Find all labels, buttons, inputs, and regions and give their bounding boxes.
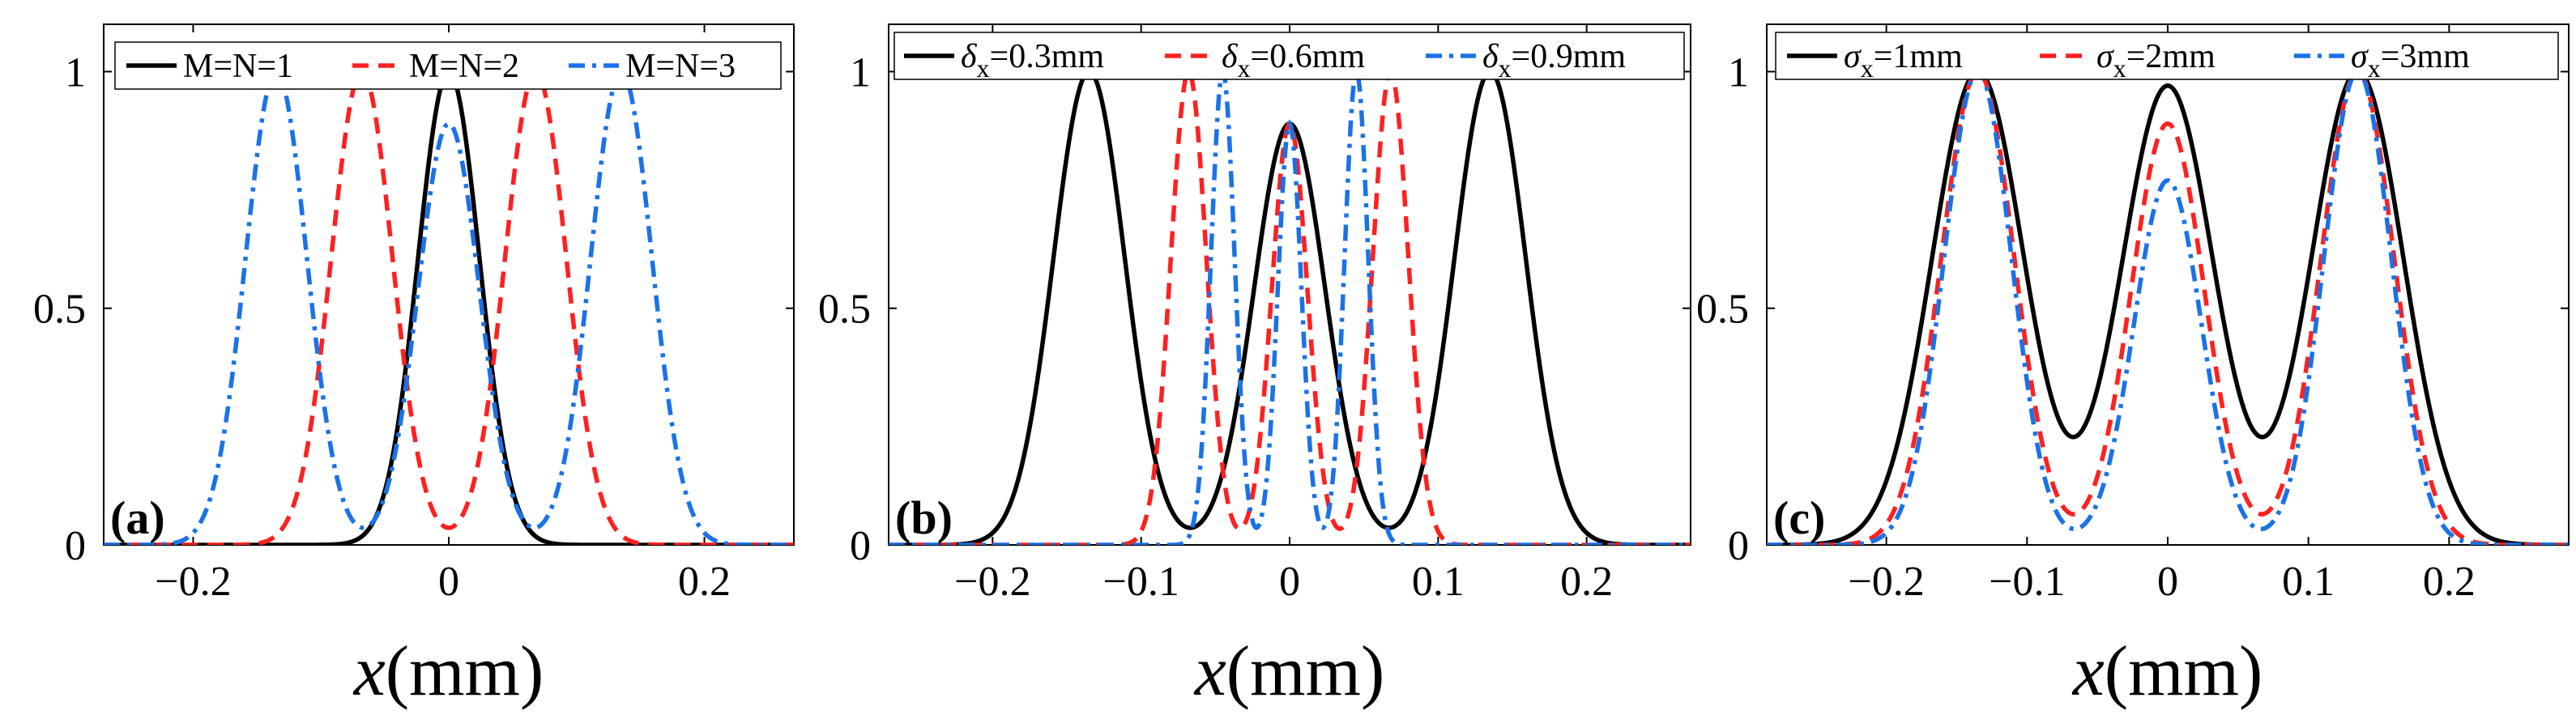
plot-frame bbox=[103, 23, 795, 546]
x-axis-label: x(mm) bbox=[352, 632, 544, 711]
x-tick-label: −0.2 bbox=[954, 559, 1030, 605]
y-tick-label: 1 bbox=[1728, 49, 1749, 96]
y-tick-label: 1 bbox=[850, 49, 871, 96]
x-tick-label: −0.2 bbox=[1848, 559, 1924, 605]
y-tick-label: 0.5 bbox=[1696, 287, 1749, 333]
x-axis-label: x(mm) bbox=[2071, 632, 2263, 711]
x-tick-label: 0 bbox=[438, 559, 459, 605]
x-tick-label: 0.2 bbox=[2423, 559, 2476, 605]
legend-entry: σx=1mm bbox=[1844, 38, 1963, 83]
y-tick-label: 0.5 bbox=[33, 287, 86, 333]
y-tick-label: 1 bbox=[65, 49, 86, 96]
x-tick-label: −0.2 bbox=[155, 559, 231, 605]
x-tick-label: 0 bbox=[2157, 559, 2178, 605]
legend-entry: δx=0.9mm bbox=[1482, 38, 1626, 83]
legend-entry: M=N=2 bbox=[409, 48, 519, 85]
x-tick-label: −0.1 bbox=[1103, 559, 1179, 605]
y-tick-label: 0.5 bbox=[818, 287, 871, 333]
legend-entry: M=N=3 bbox=[625, 48, 736, 85]
plot-frame bbox=[888, 23, 1691, 546]
series-line-3 bbox=[889, 68, 1691, 545]
x-tick-label: 0.2 bbox=[1560, 559, 1613, 605]
legend-box bbox=[1775, 32, 2559, 80]
panel-3: −0.2 −0.1 0 0.1 0.2 0 0.5 1 σx=1mm σx=2mm σx=3mm (c… bbox=[1696, 23, 2570, 711]
y-tick-label: 0 bbox=[1728, 523, 1749, 569]
legend-entry: M=N=1 bbox=[183, 48, 293, 85]
panel-label: (c) bbox=[1773, 491, 1825, 544]
x-tick-label: 0 bbox=[1279, 559, 1300, 605]
legend-entry: δx=0.6mm bbox=[1222, 38, 1365, 83]
series-line-2 bbox=[889, 68, 1691, 545]
legend-entry: δx=0.3mm bbox=[961, 38, 1104, 83]
panel-label: (b) bbox=[895, 491, 953, 544]
panel-1: −0.2 0 0.2 0 0.5 1 M=N=1 M=N=2 M=N=3 (a) x(mm) bbox=[33, 23, 795, 711]
plot-frame bbox=[1766, 23, 2570, 546]
legend-entry: σx=3mm bbox=[2351, 38, 2470, 83]
series-line-1 bbox=[889, 69, 1691, 545]
series-line-1 bbox=[1767, 69, 2569, 545]
legend-box bbox=[893, 32, 1685, 80]
x-tick-label: −0.1 bbox=[1989, 559, 2065, 605]
y-tick-label: 0 bbox=[850, 523, 871, 569]
series-line-2 bbox=[1767, 69, 2569, 545]
x-tick-label: 0.2 bbox=[678, 559, 731, 605]
series-line-2 bbox=[104, 69, 794, 545]
legend-box bbox=[114, 41, 782, 90]
x-tick-label: 0.1 bbox=[1412, 559, 1465, 605]
panel-2: −0.2 −0.1 0 0.1 0.2 0 0.5 1 δx=0.3mm δx=0.6mm δx=0… bbox=[818, 23, 1691, 711]
series-line-3 bbox=[1767, 69, 2569, 545]
legend-entry: σx=2mm bbox=[2096, 38, 2216, 83]
series-line-3 bbox=[104, 69, 794, 545]
x-tick-label: 0.1 bbox=[2282, 559, 2335, 605]
panel-label: (a) bbox=[110, 491, 165, 544]
x-axis-label: x(mm) bbox=[1193, 632, 1385, 711]
series-line-1 bbox=[104, 69, 794, 545]
y-tick-label: 0 bbox=[65, 523, 86, 569]
